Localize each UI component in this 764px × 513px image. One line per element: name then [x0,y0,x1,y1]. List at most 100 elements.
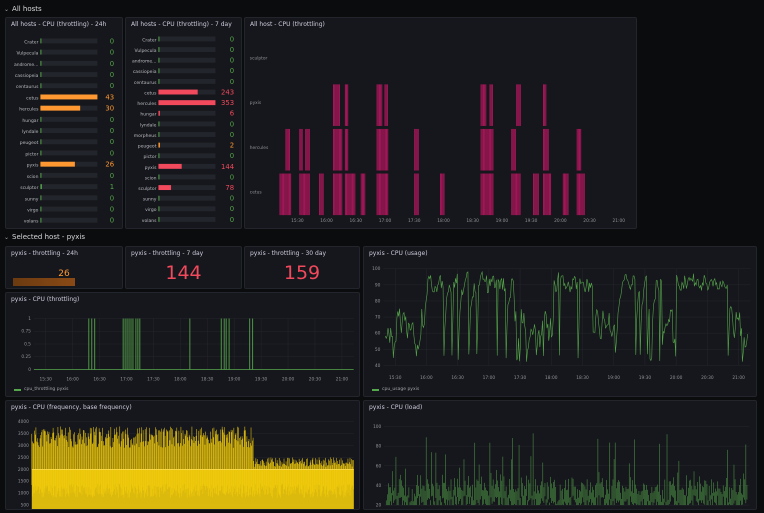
throttle-segment [482,173,484,216]
y-tick-label: 60 [375,331,381,337]
throttle-segment [481,173,483,216]
x-tick-label: 16:00 [420,375,433,381]
bar-track [158,132,216,137]
bar-value: 0 [230,67,234,75]
panel-cpu-throttling[interactable]: pyxis - CPU (throttling) 1 0.75 0.5 0.25 0 15… [5,292,360,397]
bar [40,184,42,190]
throttle-segment [486,128,488,171]
bar-label: pictor [143,154,156,160]
throttle-segment [334,128,336,171]
throttle-segment [550,173,552,216]
bar-label: Vulpecula [17,51,39,57]
throttle-segment [519,84,521,126]
throttle-segment [512,173,514,216]
throttle-segment [386,173,388,216]
bar [40,217,42,223]
throttle-segment [386,128,388,171]
panel-cpu-usage[interactable]: pyxis - CPU (usage) 100 90 80 70 60 50 40 15:30… [363,246,757,397]
throttle-segment [377,173,379,216]
throttle-segment [519,173,521,216]
throttle-segment [579,173,580,216]
row-title-label: All hosts [12,5,42,13]
throttle-segment [534,173,536,216]
x-tick-label: 18:00 [545,375,558,381]
throttle-segment [307,128,309,171]
throttle-segment [579,128,580,171]
panel-title: pyxis - CPU (throttling) [11,296,80,303]
panel-throttle-24h[interactable]: All hosts - CPU (throttling) - 24h Crate… [5,17,123,229]
throttle-segment [414,173,416,216]
panel-stat-30d[interactable]: pyxis - throttling - 30 day 159 [244,246,360,289]
panel-cpu-load[interactable]: pyxis - CPU (load) 100 80 60 40 20 [363,400,757,510]
bar [158,110,160,116]
throttle-segment [387,128,389,171]
bar-label: lyndale [22,129,39,135]
throttle-segment [415,173,417,216]
legend-item[interactable]: cpu_throttling pyxis [14,387,69,392]
bar [40,139,42,145]
throttle-segment [484,173,486,216]
throttle-segment [306,128,308,171]
throttle-segment [305,128,307,171]
throttle-segment [335,128,337,171]
bar-track [158,185,216,191]
throttle-segment [440,173,441,216]
row-all-hosts[interactable]: ⌄ All hosts [4,5,42,13]
panel-throttle-7d[interactable]: All hosts - CPU (throttling) - 7 day Cra… [125,17,242,229]
throttle-segment [350,173,352,216]
x-tick-label: 19:30 [255,376,268,382]
throttle-segment [491,128,493,171]
y-tick-label: 70 [375,315,381,321]
panel-stat-7d[interactable]: pyxis - throttling - 7 day 144 [125,246,242,289]
throttle-segment [547,128,549,171]
bar-value: 1 [110,183,114,191]
throttle-segment [383,173,385,216]
bar-value: 0 [110,194,114,202]
bar-label: centaurus [134,80,157,86]
bar [158,78,160,84]
bar-label: Crater [24,39,38,45]
panel-throttle-timeline[interactable]: All host - CPU (throttling) sculptor pyxi… [244,17,637,229]
bar-track [158,47,216,53]
bar-label: peugeot [138,144,157,150]
panel-stat-24h[interactable]: pyxis - throttling - 24h 26 [5,246,123,289]
throttle-segment [545,128,547,171]
throttle-segment [300,128,302,171]
throttle-segment [577,173,579,216]
throttle-segment [384,173,386,216]
throttle-segment [376,128,378,171]
bar [40,94,98,100]
throttle-segment [377,84,379,126]
throttle-segment [380,128,382,171]
throttle-segment [511,128,513,171]
stat-value: 159 [283,262,321,284]
throttle-segment [544,84,546,126]
bar-track [158,68,216,74]
state-timeline: sculptor pyxis hercules cetus 15:30 16:00 16:3… [250,56,626,224]
throttle-segment [349,173,351,216]
bar-value: 30 [105,105,114,113]
legend-item[interactable]: cpu_usage pyxis [372,387,419,392]
bar-value: 26 [105,161,114,169]
x-tick-label: 16:30 [451,375,464,381]
throttle-segment [381,128,383,171]
stat-value: 144 [165,262,202,284]
bar-label: Crater [142,37,156,43]
x-tick-label: 21:00 [613,218,626,224]
throttle-segment [283,173,284,216]
throttle-segment [416,128,418,171]
bar-value: 0 [110,172,114,180]
y-tick-label: 500 [21,503,29,509]
bar-value: 0 [110,205,114,213]
panel-cpu-frequency[interactable]: pyxis - CPU (frequency, base frequency) … [5,400,360,510]
bar-track [158,142,216,148]
y-tick-label: 80 [375,298,381,304]
throttle-segment [546,128,548,171]
bar [40,83,42,89]
timeline-host-label: sculptor [250,56,268,62]
throttle-segment [279,173,281,216]
stat-fill-bar [13,278,76,286]
bar-value: 2 [230,142,234,150]
row-selected-host[interactable]: ⌄ Selected host - pyxis [4,233,85,241]
x-tick-label: 21:00 [336,376,349,382]
